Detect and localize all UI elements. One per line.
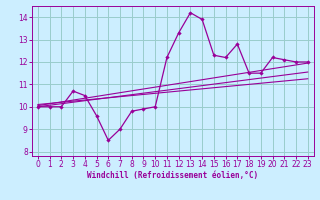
X-axis label: Windchill (Refroidissement éolien,°C): Windchill (Refroidissement éolien,°C) (87, 171, 258, 180)
